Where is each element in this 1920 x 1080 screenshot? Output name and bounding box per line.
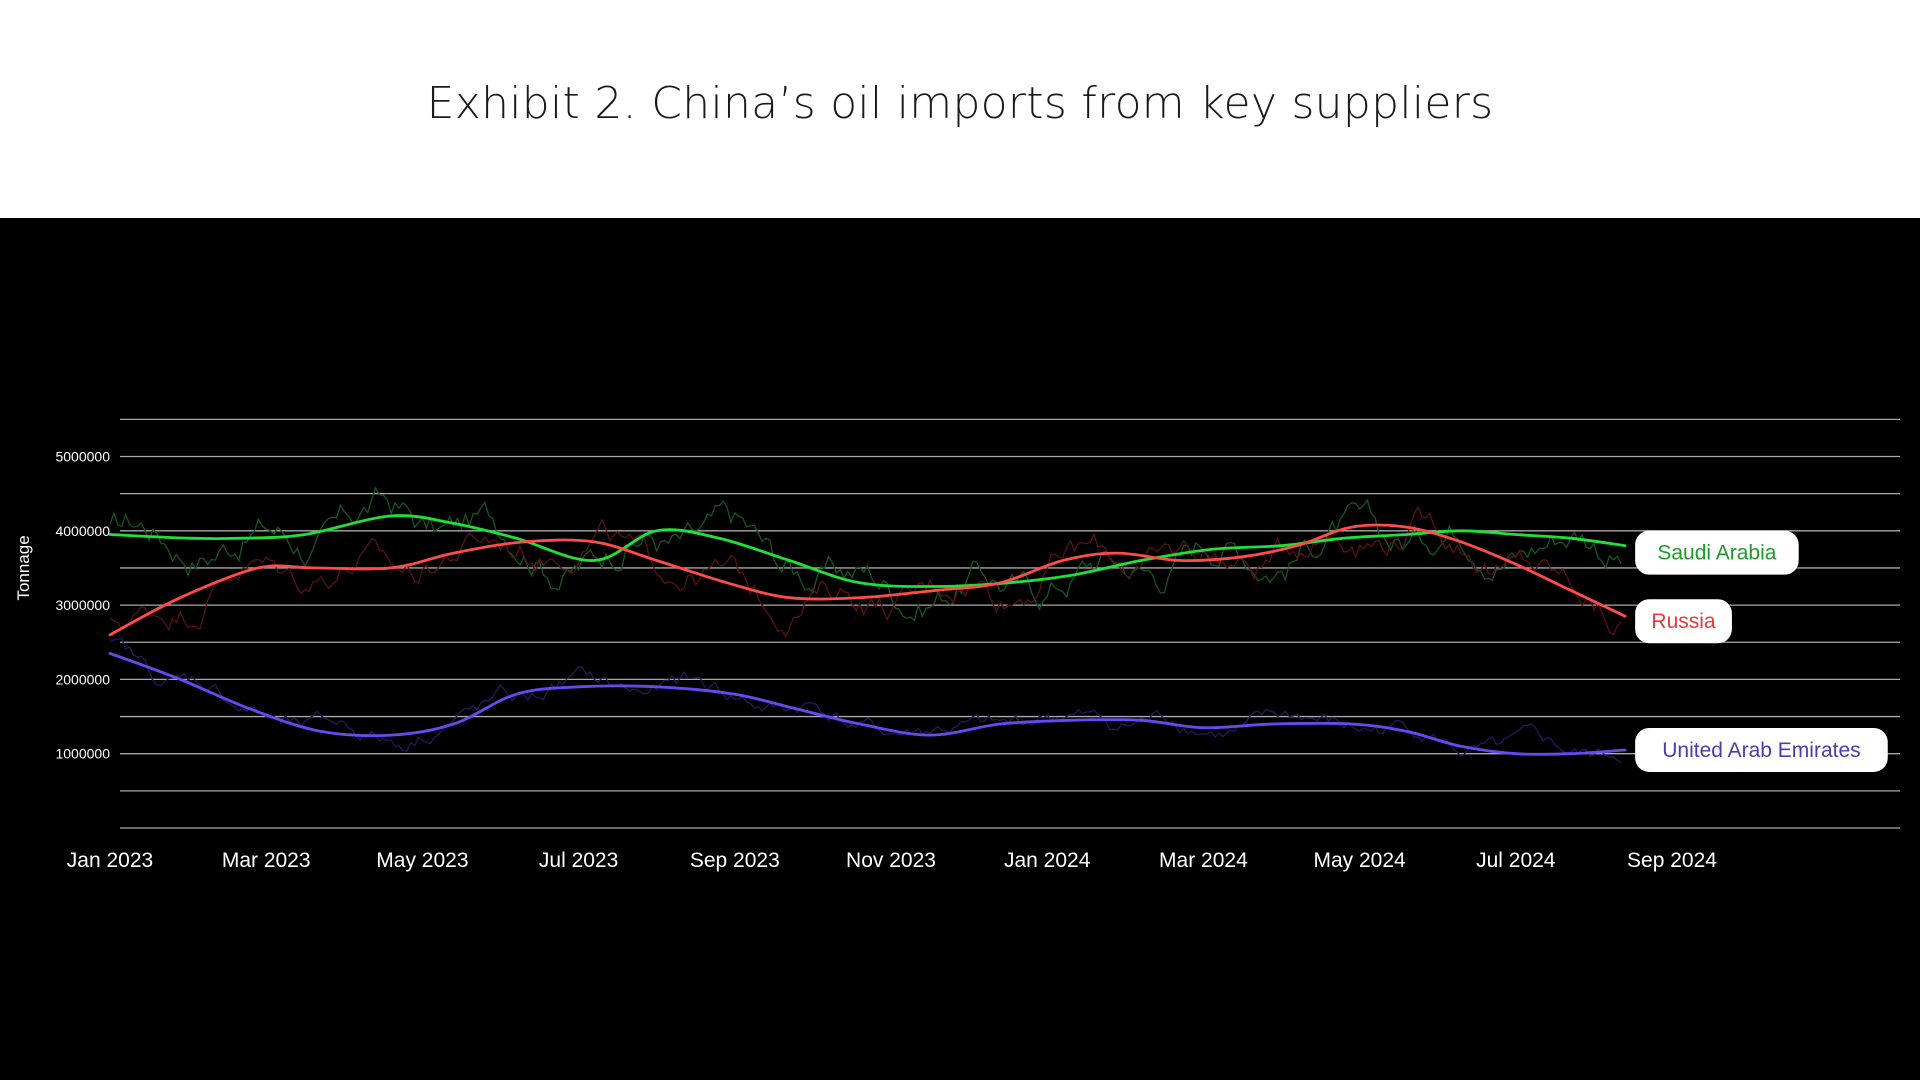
series-label-text: Russia <box>1651 610 1716 633</box>
y-tick-label: 4000000 <box>55 523 110 539</box>
chart-title: Exhibit 2. China’s oil imports from key … <box>426 78 1494 129</box>
gridlines <box>120 418 1900 829</box>
raw-trace-united-arab-emirates <box>109 637 1622 764</box>
raw-trace-russia <box>109 505 1622 638</box>
line-chart: 1000000 2000000 3000000 4000000 5000000 Tonna… <box>14 418 1900 872</box>
series-label-russia: Russia <box>1635 599 1732 644</box>
x-tick-label: Jan 2024 <box>1004 849 1091 872</box>
x-tick-label: Sep 2023 <box>690 849 780 872</box>
y-tick-label: 1000000 <box>55 746 110 762</box>
x-tick-label: May 2023 <box>376 849 468 872</box>
x-tick-label: Sep 2024 <box>1627 849 1717 872</box>
y-tick-label: 5000000 <box>55 449 110 465</box>
x-tick-label: Jan 2023 <box>67 849 153 872</box>
series-label-text: Saudi Arabia <box>1657 542 1776 565</box>
y-axis-label: Tonnage <box>14 535 33 600</box>
y-tick-label: 3000000 <box>55 597 110 613</box>
series-label-box <box>1635 530 1799 575</box>
title-band: Exhibit 2. China’s oil imports from key … <box>0 0 1920 218</box>
raw-trace-saudi-arabia <box>109 486 1622 622</box>
x-tick-label: Mar 2024 <box>1159 849 1248 872</box>
series-line-saudi-arabia <box>108 514 1627 588</box>
series-line-russia <box>108 523 1627 637</box>
x-tick-label: Jul 2024 <box>1476 849 1556 872</box>
x-tick-label: Mar 2023 <box>222 849 311 872</box>
y-tick-label: 2000000 <box>55 671 110 687</box>
series-label-saudi-arabia: Saudi Arabia <box>1635 530 1799 575</box>
series-label-box <box>1635 727 1888 772</box>
chart-panel: 1000000 2000000 3000000 4000000 5000000 Tonna… <box>0 218 1920 1080</box>
x-tick-label: Jul 2023 <box>539 849 618 872</box>
series-label-box <box>1635 599 1732 644</box>
x-tick-label: Nov 2023 <box>846 849 936 872</box>
series-line-united-arab-emirates <box>108 652 1627 756</box>
series-label-united-arab-emirates: United Arab Emirates <box>1635 727 1888 772</box>
series-label-text: United Arab Emirates <box>1662 739 1860 762</box>
x-tick-label: May 2024 <box>1313 849 1406 872</box>
